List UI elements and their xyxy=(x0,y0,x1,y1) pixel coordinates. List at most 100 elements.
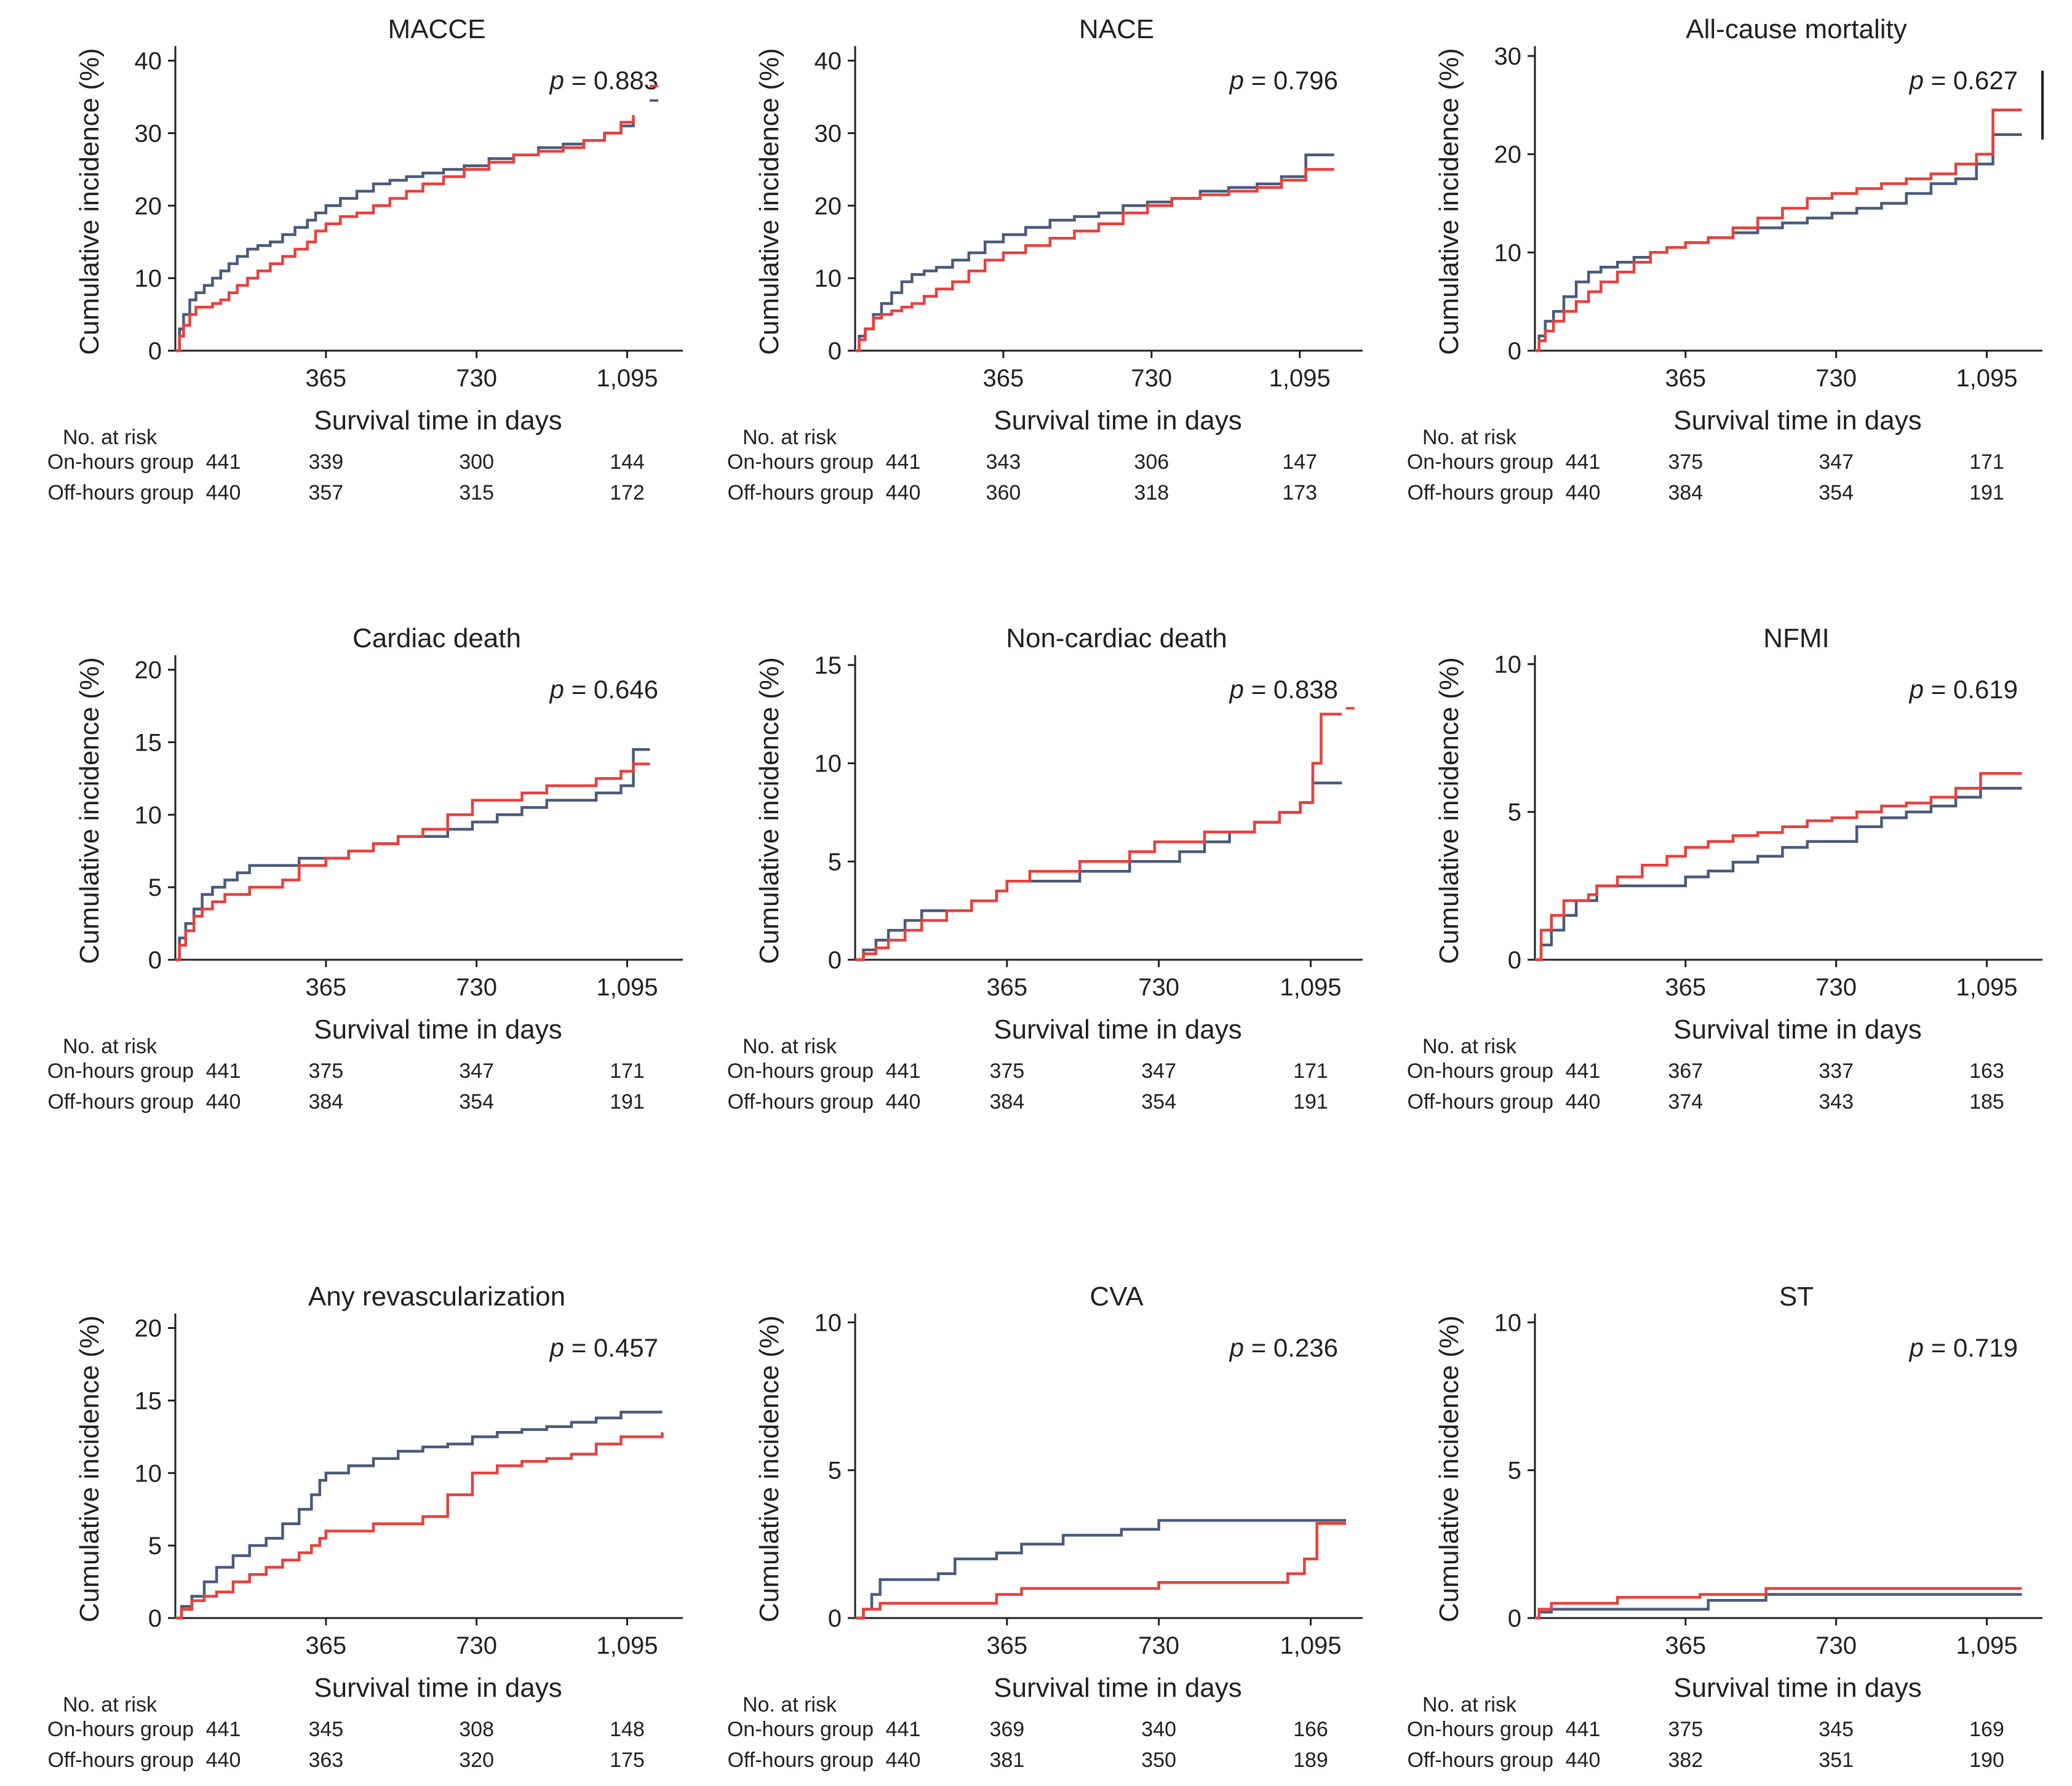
chart-panel-0: MACCE 0 10 20 30 40 365 730 1,095 Survival time i… xyxy=(47,14,683,504)
y-tick-label: 10 xyxy=(815,751,842,778)
p-value-number: = 0.627 xyxy=(1924,66,2018,95)
chart-title: NFMI xyxy=(1763,623,1830,653)
x-tick-label: 365 xyxy=(986,974,1027,1001)
risk-on-value: 367 xyxy=(1668,1059,1703,1083)
y-tick-label: 0 xyxy=(1508,1605,1521,1632)
y-tick-label: 5 xyxy=(828,848,842,875)
x-tick-label: 1,095 xyxy=(1956,365,2017,392)
risk-on-value: 441 xyxy=(206,450,241,474)
risk-off-label: Off-hours group xyxy=(1407,1748,1553,1772)
risk-off-label: Off-hours group xyxy=(727,481,874,504)
risk-off-value: 351 xyxy=(1819,1748,1854,1772)
risk-on-value: 441 xyxy=(886,1059,921,1083)
risk-on-value: 306 xyxy=(1134,450,1169,474)
risk-off-value: 360 xyxy=(986,481,1021,504)
x-tick-label: 1,095 xyxy=(596,974,658,1001)
p-value: p = 0.796 xyxy=(1229,66,1338,95)
risk-on-value: 441 xyxy=(886,450,921,474)
risk-header: No. at risk xyxy=(63,1693,157,1716)
risk-off-value: 440 xyxy=(1566,481,1601,504)
series-line-on-hours xyxy=(855,153,1334,353)
risk-on-value: 369 xyxy=(989,1718,1024,1741)
y-tick-label: 0 xyxy=(1508,338,1521,365)
x-tick-label: 730 xyxy=(1131,365,1172,392)
chart-title: All-cause mortality xyxy=(1686,14,1907,44)
risk-off-value: 173 xyxy=(1282,481,1317,504)
risk-off-value: 384 xyxy=(1668,481,1703,504)
y-tick-label: 15 xyxy=(815,652,842,679)
risk-on-value: 347 xyxy=(1141,1059,1176,1083)
risk-on-value: 300 xyxy=(459,450,494,474)
risk-on-label: On-hours group xyxy=(1407,1718,1553,1741)
risk-off-value: 191 xyxy=(610,1090,645,1114)
risk-off-value: 440 xyxy=(1566,1090,1601,1114)
p-value-number: = 0.236 xyxy=(1244,1333,1338,1362)
x-tick-label: 1,095 xyxy=(1956,1632,2017,1659)
risk-off-value: 354 xyxy=(1819,481,1854,504)
risk-header: No. at risk xyxy=(63,426,157,449)
risk-on-value: 171 xyxy=(1969,450,2004,474)
y-axis-label: Cumulative incidence (%) xyxy=(74,1315,105,1622)
series-line-on-hours xyxy=(1535,1593,2022,1620)
p-value-number: = 0.796 xyxy=(1244,66,1338,95)
risk-header: No. at risk xyxy=(63,1035,157,1058)
series-line-on-hours xyxy=(175,747,650,962)
y-tick-label: 20 xyxy=(135,1315,162,1342)
p-value: p = 0.719 xyxy=(1908,1333,2018,1362)
y-tick-label: 5 xyxy=(828,1457,842,1485)
risk-off-value: 440 xyxy=(206,1090,241,1114)
y-tick-label: 10 xyxy=(1494,239,1522,266)
series-line-on-hours xyxy=(855,1519,1346,1620)
chart-panel-4: Non-cardiac death 0 5 10 15 365 730 1,095 Surviv… xyxy=(727,623,1363,1114)
chart-panel-6: Any revascularization 0 5 10 15 20 365 730 1,095… xyxy=(47,1282,683,1772)
x-axis-label: Survival time in days xyxy=(1673,1673,1921,1703)
risk-on-value: 163 xyxy=(1969,1059,2004,1083)
risk-off-value: 315 xyxy=(459,481,494,504)
x-tick-label: 1,095 xyxy=(596,365,658,392)
x-tick-label: 730 xyxy=(456,974,497,1001)
risk-header: No. at risk xyxy=(743,1035,837,1058)
y-tick-label: 30 xyxy=(135,120,162,147)
chart-title: Cardiac death xyxy=(353,623,521,653)
x-tick-label: 730 xyxy=(1138,974,1179,1001)
risk-on-value: 171 xyxy=(610,1059,645,1083)
risk-on-value: 144 xyxy=(610,450,645,474)
x-axis-label: Survival time in days xyxy=(1673,405,1921,436)
risk-on-value: 339 xyxy=(308,450,343,474)
risk-on-label: On-hours group xyxy=(47,450,194,474)
y-tick-label: 0 xyxy=(828,338,842,365)
x-tick-label: 365 xyxy=(1665,974,1706,1001)
risk-on-value: 171 xyxy=(1293,1059,1328,1083)
risk-on-label: On-hours group xyxy=(727,450,874,474)
risk-header: No. at risk xyxy=(1422,426,1517,449)
risk-off-label: Off-hours group xyxy=(727,1748,874,1772)
p-symbol: p xyxy=(1908,66,1924,95)
y-tick-label: 0 xyxy=(148,947,162,974)
risk-off-label: Off-hours group xyxy=(1407,1090,1553,1114)
risk-on-value: 166 xyxy=(1293,1718,1328,1741)
chart-panel-8: ST 0 5 10 365 730 1,095 Survival time in days Cu… xyxy=(1407,1282,2042,1772)
x-axis-label: Survival time in days xyxy=(994,1015,1241,1045)
p-value: p = 0.646 xyxy=(549,675,658,704)
chart-panel-2: All-cause mortality 0 10 20 30 365 730 1,095 Sur… xyxy=(1407,14,2044,504)
y-axis-label: Cumulative incidence (%) xyxy=(754,1315,784,1622)
risk-on-label: On-hours group xyxy=(1407,1059,1553,1083)
x-axis-label: Survival time in days xyxy=(994,405,1241,436)
risk-on-value: 375 xyxy=(1668,450,1703,474)
y-tick-label: 40 xyxy=(135,48,162,75)
risk-off-label: Off-hours group xyxy=(47,1090,194,1114)
y-tick-label: 0 xyxy=(1508,947,1521,974)
y-tick-label: 0 xyxy=(148,338,162,365)
x-tick-label: 730 xyxy=(1815,1632,1857,1659)
risk-on-label: On-hours group xyxy=(727,1059,874,1083)
risk-off-value: 382 xyxy=(1668,1748,1703,1772)
p-value-number: = 0.619 xyxy=(1924,675,2018,704)
risk-off-value: 363 xyxy=(308,1748,343,1772)
series-line-off-hours xyxy=(175,115,635,353)
series-line-on-hours xyxy=(855,781,1342,962)
p-symbol: p xyxy=(1229,66,1244,95)
series-line-on-hours xyxy=(175,118,635,353)
series-line-off-hours xyxy=(1535,771,2022,962)
x-tick-label: 365 xyxy=(983,365,1024,392)
